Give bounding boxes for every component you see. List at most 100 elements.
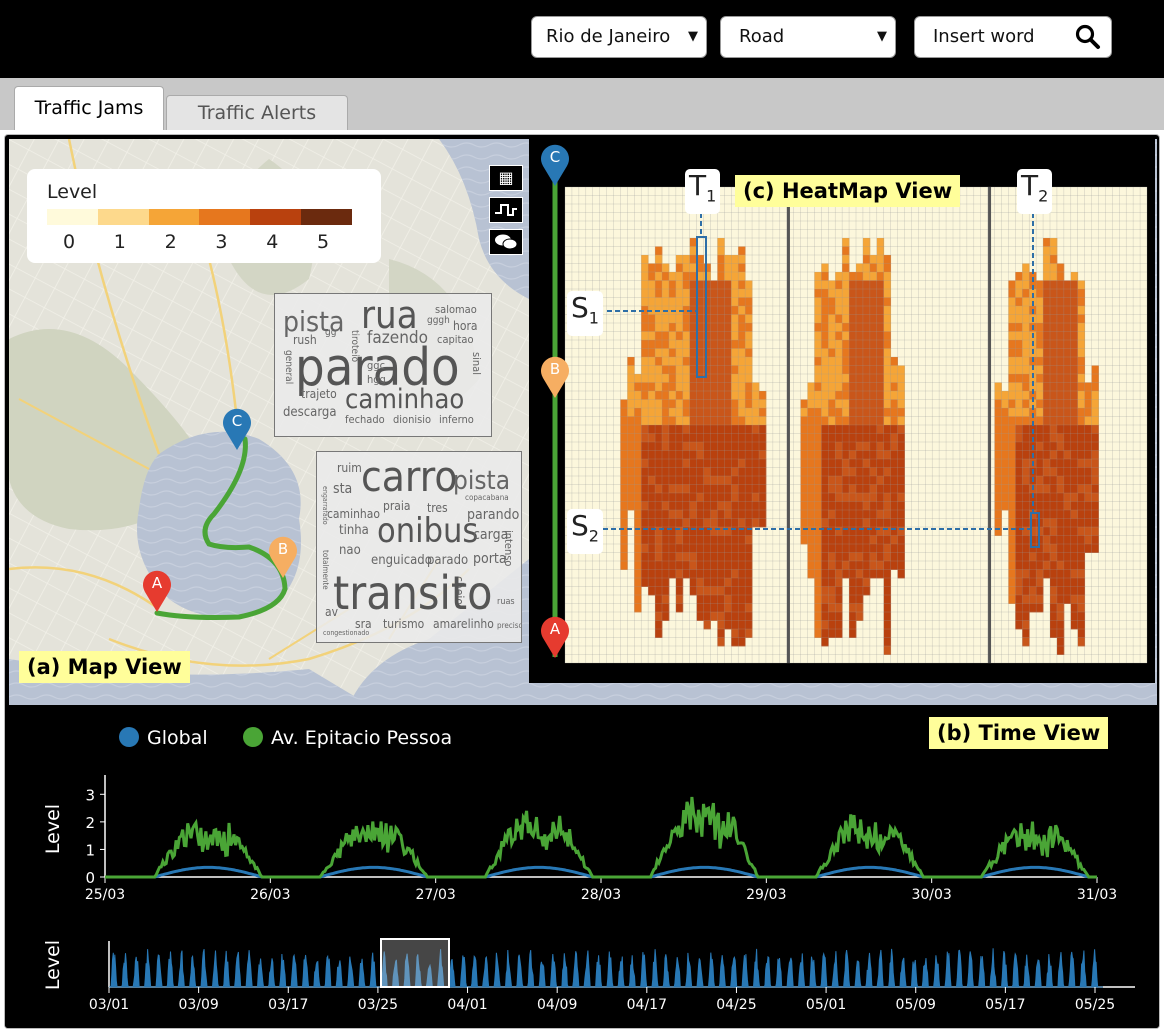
map-view[interactable]: C B A Level 0 1 2 3 4 5 ▦ (9, 139, 1157, 705)
search-placeholder: Insert word (933, 26, 1035, 47)
wc-word: carga (473, 527, 509, 543)
word-cloud-1: pista rua salomao gggh hora rush gg faze… (274, 293, 492, 437)
overview-x-tick-label: 05/09 (896, 997, 936, 1013)
s1-letter: S (571, 291, 589, 324)
wc-word: ggc (367, 359, 386, 372)
x-tick-label: 27/03 (415, 887, 455, 903)
selection-t2-s2[interactable] (1030, 512, 1040, 548)
overview-brush[interactable] (380, 938, 450, 988)
wc-word: onibus (377, 511, 479, 551)
marker-c-icon[interactable]: C (221, 405, 253, 451)
overview-x-tick-label: 04/25 (716, 997, 756, 1013)
t2-sub: 2 (1038, 186, 1049, 206)
wc-word: salomao (435, 303, 477, 316)
heat-marker-c-icon[interactable]: C (539, 141, 571, 187)
heatmap-svg[interactable] (529, 139, 1155, 683)
search-input[interactable]: Insert word (914, 16, 1112, 58)
legend-series-label: Global (147, 727, 208, 749)
wc-word: capitao (437, 333, 474, 346)
time-chart-svg[interactable]: Global Av. Epitacio Pessoa Level 0 1 2 3 25/03… (5, 705, 1160, 1029)
wc-word: fazendo (367, 328, 428, 348)
legend-level-label: 4 (266, 231, 279, 253)
overview-x-tick-label: 03/09 (178, 997, 218, 1013)
legend-series-label: Av. Epitacio Pessoa (271, 727, 452, 749)
s2-label: S2 (567, 509, 603, 554)
search-icon[interactable] (1075, 24, 1101, 50)
type-select[interactable]: Road ▼ (720, 16, 896, 58)
heat-marker-a-icon[interactable]: A (539, 613, 571, 659)
wc-word: hgg (367, 373, 386, 386)
wc-word: porta (473, 551, 507, 567)
wc-word: carro (361, 452, 458, 501)
selection-t1-s1[interactable] (696, 236, 707, 378)
wc-word: parado (295, 338, 460, 398)
step-chart-icon[interactable] (489, 197, 523, 223)
overview-y-axis-label: Level (42, 940, 64, 990)
wc-word: totalmente (321, 550, 330, 590)
x-tick-label: 31/03 (1077, 887, 1117, 903)
time-legend: Global Av. Epitacio Pessoa (119, 727, 452, 749)
legend-swatch (250, 209, 302, 225)
marker-b-label: B (278, 540, 288, 558)
wc-word: parado (427, 553, 469, 568)
legend-swatch (199, 209, 251, 225)
legend-level-label: 3 (215, 231, 228, 253)
wc-word: parando (467, 507, 520, 523)
city-select[interactable]: Rio de Janeiro ▼ (531, 16, 707, 58)
legend-swatch (301, 209, 352, 225)
wc-word: trajeto (301, 387, 337, 401)
s2-letter: S (571, 509, 589, 542)
overview-x-tick-label: 04/17 (627, 997, 667, 1013)
type-select-value: Road (739, 26, 785, 47)
tab-traffic-alerts[interactable]: Traffic Alerts (166, 95, 348, 131)
wc-word: ruas (497, 597, 515, 607)
wc-word: pista (453, 466, 511, 496)
y-tick-label: 0 (85, 869, 95, 887)
chevron-down-icon: ▼ (688, 29, 698, 44)
heat-marker-a-label: A (550, 620, 561, 638)
wc-word: enguicado (371, 553, 432, 568)
level-legend: Level 0 1 2 3 4 5 (27, 169, 381, 263)
marker-b-icon[interactable]: B (267, 533, 299, 579)
heat-marker-c-label: C (550, 148, 560, 166)
wc-word: gg (325, 327, 337, 338)
legend-labels: 0 1 2 3 4 5 (47, 229, 352, 253)
series-line-av-epitacio-pessoa (105, 796, 1097, 879)
word-cloud-2: ruim carro pista sta praia tres copacaba… (316, 451, 522, 643)
time-overview-chart[interactable]: Level 03/01 03/09 03/17 03/25 04/01 04/09 04/17… (42, 938, 1135, 1013)
wc-word: turismo (383, 617, 425, 631)
s1-label: S1 (567, 291, 603, 336)
time-main-chart[interactable]: Level 0 1 2 3 25/03 26/03 27/03 28/03 29/03 30/03 3… (42, 775, 1117, 903)
heat-marker-b-icon[interactable]: B (539, 353, 571, 399)
y-tick-label: 1 (85, 841, 95, 859)
overview-x-tick-label: 05/17 (985, 997, 1025, 1013)
legend-color-bar (47, 209, 352, 225)
wc-word: caminhao (327, 507, 380, 521)
time-view[interactable]: (b) Time View Global Av. Epitacio Pessoa … (5, 705, 1160, 1029)
wc-word: av (325, 605, 339, 619)
heatmap-grid (564, 186, 1148, 664)
legend-level-label: 0 (63, 231, 76, 253)
wc-word: inferno (439, 413, 474, 426)
wc-word: congestionado (323, 629, 370, 637)
wc-word: dionisio (393, 413, 432, 426)
tab-bar: Traffic Jams Traffic Alerts (0, 78, 1164, 132)
chat-bubbles-icon[interactable] (489, 229, 523, 255)
overview-x-tick-label: 04/01 (447, 997, 487, 1013)
overview-x-tick-label: 05/25 (1075, 997, 1115, 1013)
marker-a-icon[interactable]: A (141, 567, 173, 613)
views-container: C B A Level 0 1 2 3 4 5 ▦ (4, 134, 1160, 1029)
wc-word: general (283, 350, 294, 385)
wc-word: descarga (283, 405, 337, 420)
legend-swatch (47, 209, 98, 225)
legend-dot (119, 727, 139, 747)
heat-marker-b-label: B (550, 360, 560, 378)
wc-word: cheio (452, 576, 466, 606)
wc-word: caminhao (345, 384, 465, 415)
heatmap-view[interactable]: C B A T1 T2 S1 (529, 139, 1155, 683)
marker-a-label: A (152, 574, 163, 592)
wc-word: ruim (337, 461, 362, 475)
grid-icon[interactable]: ▦ (489, 165, 523, 191)
tab-traffic-jams[interactable]: Traffic Jams (14, 86, 164, 132)
t1-label: T1 (685, 169, 721, 214)
